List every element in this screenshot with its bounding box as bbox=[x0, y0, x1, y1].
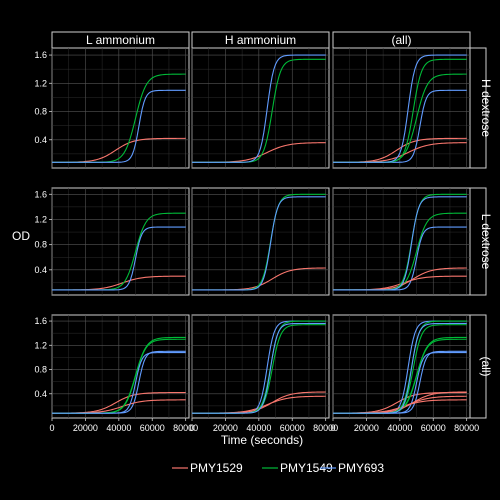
x-tick-label: 80000 bbox=[313, 423, 338, 433]
y-tick-label: 1.6 bbox=[34, 189, 47, 199]
facet-panel bbox=[332, 47, 471, 169]
y-tick-label: 1.2 bbox=[34, 214, 47, 224]
y-tick-label: 0.8 bbox=[34, 365, 47, 375]
x-tick-label: 40000 bbox=[246, 423, 271, 433]
axes-layer: 0.4 0.8 1.2 1.6 0.4 0.8 1.2 1.6 0.4 0.8 1.2 1.6 0 200… bbox=[34, 50, 479, 433]
series-line-pmy693 bbox=[333, 196, 467, 291]
facet-panel bbox=[191, 47, 330, 169]
legend-item: PMY1529 bbox=[172, 461, 243, 475]
series-line-pmy693 bbox=[192, 322, 326, 414]
x-tick-label: 80000 bbox=[454, 423, 479, 433]
y-tick-label: 1.6 bbox=[34, 50, 47, 60]
legend: PMY1529 PMY1549 PMY693 bbox=[172, 461, 384, 475]
x-tick-label: 20000 bbox=[73, 423, 98, 433]
panel-background bbox=[332, 47, 471, 169]
col-strip: (all) bbox=[332, 31, 471, 49]
series-line-pmy693 bbox=[333, 322, 467, 414]
series-line-pmy693 bbox=[52, 352, 186, 414]
x-tick-label: 60000 bbox=[280, 423, 305, 433]
row-strip: (all) bbox=[469, 314, 493, 419]
legend-label: PMY1529 bbox=[190, 461, 243, 475]
x-tick-label: 60000 bbox=[140, 423, 165, 433]
x-axis-title: Time (seconds) bbox=[221, 433, 303, 447]
legend-label: PMY693 bbox=[338, 461, 384, 475]
panel-background bbox=[191, 314, 330, 419]
legend-item: PMY693 bbox=[320, 461, 384, 475]
panel-background bbox=[51, 187, 190, 296]
panel-background bbox=[51, 47, 190, 169]
panel-background bbox=[51, 314, 190, 419]
x-tick-label: 20000 bbox=[213, 423, 238, 433]
facet-panel bbox=[51, 187, 190, 296]
x-tick-label: 20000 bbox=[354, 423, 379, 433]
legend-label: PMY1549 bbox=[280, 461, 333, 475]
y-tick-label: 0.4 bbox=[34, 389, 47, 399]
x-tick-label: 0 bbox=[189, 423, 194, 433]
y-tick-label: 1.2 bbox=[34, 340, 47, 350]
x-tick-label: 0 bbox=[49, 423, 54, 433]
series-line-pmy693 bbox=[192, 54, 326, 163]
x-tick-label: 0 bbox=[330, 423, 335, 433]
panel-background bbox=[332, 187, 471, 296]
x-tick-label: 40000 bbox=[387, 423, 412, 433]
col-strip: H ammonium bbox=[191, 31, 330, 49]
panel-background bbox=[332, 314, 471, 419]
facet-panel bbox=[332, 187, 471, 296]
series-line-pmy693 bbox=[52, 89, 186, 163]
series-line-pmy693 bbox=[192, 196, 326, 291]
col-strip: L ammonium bbox=[51, 31, 190, 49]
y-tick-label: 1.2 bbox=[34, 78, 47, 88]
panel-background bbox=[191, 47, 330, 169]
row-strip-label: H dextrose bbox=[479, 79, 493, 137]
facet-panel bbox=[332, 314, 471, 419]
facet-grid: L ammonium H ammonium (all) H dextrose L dex… bbox=[51, 31, 493, 419]
facet-panel bbox=[51, 47, 190, 169]
row-strip: H dextrose bbox=[469, 47, 493, 169]
col-strip-label: L ammonium bbox=[86, 33, 155, 47]
series-line-pmy693 bbox=[52, 226, 186, 291]
y-axis-title: OD bbox=[12, 229, 30, 243]
facet-panel bbox=[191, 187, 330, 296]
row-strip-label: (all) bbox=[479, 357, 493, 377]
y-tick-label: 1.6 bbox=[34, 316, 47, 326]
facet-panel bbox=[191, 314, 330, 419]
legend-item: PMY1549 bbox=[262, 461, 333, 475]
x-tick-label: 60000 bbox=[421, 423, 446, 433]
col-strip-label: H ammonium bbox=[225, 33, 296, 47]
row-strip-label: L dextrose bbox=[479, 214, 493, 270]
y-tick-label: 0.4 bbox=[34, 265, 47, 275]
row-strip: L dextrose bbox=[469, 187, 493, 296]
series-line-pmy693 bbox=[333, 54, 467, 163]
facet-panel bbox=[51, 314, 190, 419]
y-tick-label: 0.8 bbox=[34, 240, 47, 250]
x-tick-label: 40000 bbox=[106, 423, 131, 433]
panel-background bbox=[191, 187, 330, 296]
y-tick-label: 0.8 bbox=[34, 107, 47, 117]
x-tick-label: 80000 bbox=[173, 423, 198, 433]
col-strip-label: (all) bbox=[392, 33, 412, 47]
y-tick-label: 0.4 bbox=[34, 135, 47, 145]
